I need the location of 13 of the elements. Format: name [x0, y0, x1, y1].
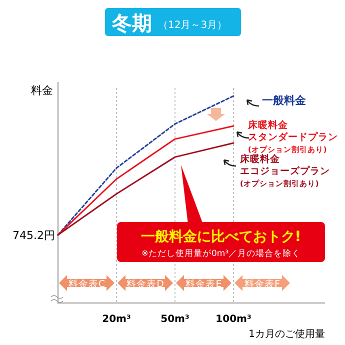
annotation: 一般料金に比べておトク!: [140, 229, 302, 245]
text: 一般料金: [262, 94, 307, 107]
x-tick-label: 100m³: [216, 314, 252, 325]
chart-title: 冬期: [111, 11, 152, 35]
chart-subtitle: （12月～3月）: [158, 20, 228, 31]
annotation: 745.2円: [12, 228, 55, 242]
x-tick-label: 50m³: [160, 314, 190, 325]
x-axis-title: 1カ月のご使用量: [248, 329, 325, 340]
y-axis-title: 料金: [31, 84, 53, 97]
series-label: 床暖料金スタンダードプラン(オプション割引あり): [247, 119, 338, 154]
annotation: ※ただし使用量が0m³／月の場合を除く: [141, 248, 301, 259]
series-label: 床暖料金エコジョーズプラン(オプション割引あり): [239, 153, 330, 188]
x-tick-label: 20m³: [102, 314, 131, 325]
